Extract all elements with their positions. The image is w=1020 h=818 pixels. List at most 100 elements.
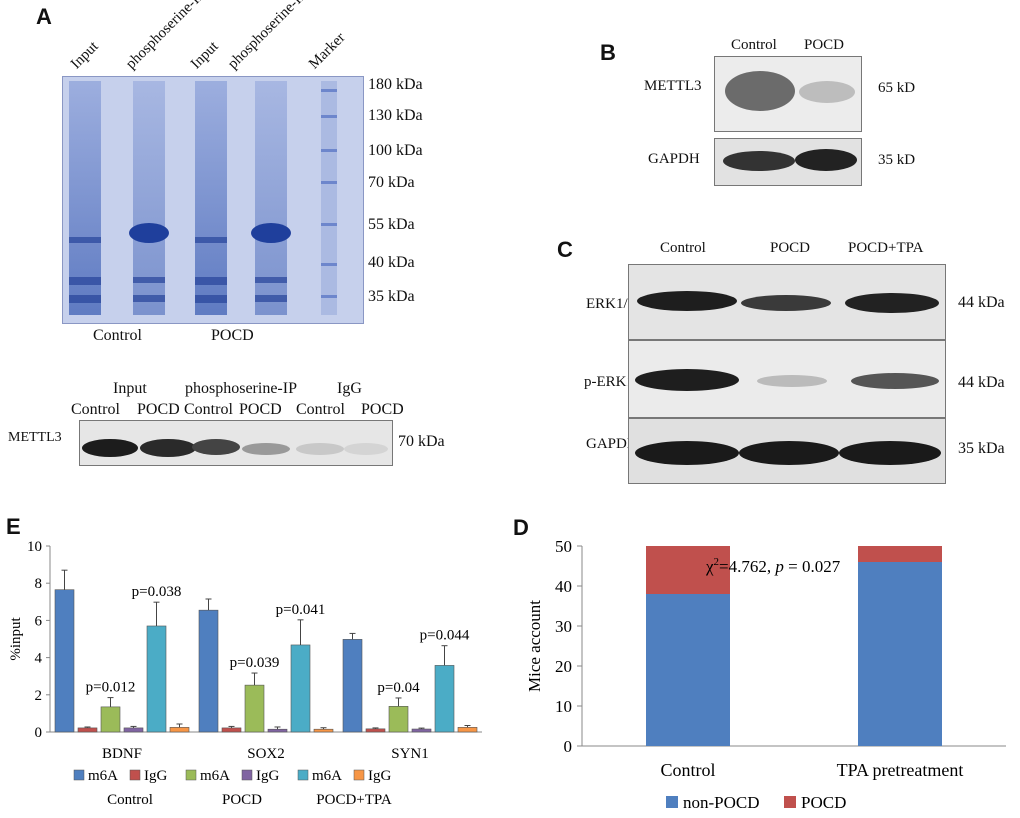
gel-marker-label: 70 kDa [368, 174, 415, 191]
y-tick-label: 10 [27, 539, 42, 555]
bar [244, 684, 265, 733]
panel-c-letter: C [557, 237, 573, 262]
gel-marker-label: 55 kDa [368, 216, 415, 233]
y-tick-label: 50 [555, 537, 572, 556]
b-blot-mettl3 [714, 56, 862, 132]
blot-band [839, 441, 941, 465]
x-tick-label: SOX2 [247, 746, 285, 762]
bar [365, 728, 386, 733]
c-col-label: POCD+TPA [848, 240, 924, 256]
b-col-label: POCD [804, 37, 845, 53]
chi-value: =4.762, [719, 557, 775, 576]
blot-band [637, 291, 737, 311]
p-value: = 0.027 [784, 557, 841, 576]
blot-band [845, 293, 939, 313]
legend-swatch [297, 769, 309, 781]
legend-label: m6A [200, 768, 230, 784]
y-tick-label: 40 [555, 577, 572, 596]
bar [313, 728, 334, 733]
x-tick-label: TPA pretreatment [837, 760, 964, 780]
bar [267, 728, 288, 733]
legend-swatch [185, 769, 197, 781]
c-col-label: Control [660, 240, 706, 256]
bar [434, 665, 455, 733]
coomassie-gel [62, 76, 364, 324]
blot-band [723, 151, 795, 171]
y-tick-label: 8 [35, 576, 43, 592]
gel-marker-label: 40 kDa [368, 254, 415, 271]
blot-band [192, 439, 240, 455]
legend-label: m6A [312, 768, 342, 784]
c-col-label: POCD [770, 240, 811, 256]
ip-row-label: METTL3 [8, 430, 62, 445]
ip-sub-label: POCD [137, 401, 180, 418]
c-blot-gapdh [628, 418, 946, 484]
legend-label: m6A [88, 768, 118, 784]
y-axis-label: Mice account [525, 600, 544, 692]
bar [100, 706, 121, 733]
bar [77, 727, 98, 733]
y-tick-label: 30 [555, 617, 572, 636]
legend-label: IgG [144, 768, 167, 784]
bar [169, 727, 190, 733]
panel-e-letter: E [6, 514, 21, 539]
blot-band [795, 149, 857, 171]
gel-lane-label: phosphoserine-IP [224, 0, 311, 73]
y-tick-label: 10 [555, 697, 572, 716]
c-size-label: 44 kDa [958, 374, 1005, 391]
legend-group-label: Control [107, 792, 153, 808]
c-row-label: GAPDH [586, 436, 638, 452]
bar [198, 609, 219, 733]
p-value-annotation: p=0.044 [420, 628, 470, 644]
ip-size-label: 70 kDa [398, 433, 445, 450]
p-value-annotation: p=0.012 [86, 680, 136, 696]
legend-label: non-POCD [683, 793, 760, 812]
chi-superscript: 2 [714, 556, 720, 568]
x-tick-label: SYN1 [391, 746, 429, 762]
ip-sub-label: Control [71, 401, 120, 418]
chi-square-annotation: χ2=4.762, p = 0.027 [705, 556, 841, 576]
blot-band [741, 295, 831, 311]
legend-swatch [353, 769, 365, 781]
legend-label: IgG [256, 768, 279, 784]
p-value-annotation: p=0.04 [377, 680, 420, 696]
x-tick-label: BDNF [102, 746, 142, 762]
legend-swatch [666, 796, 678, 808]
chart-e: 0 2 4 6 8 10 %input BDNF SOX2 SYN1 p=0.012 p=0.038 p… [8, 539, 482, 808]
y-axis-label: %input [8, 617, 24, 661]
blot-band [725, 71, 795, 111]
c-size-label: 44 kDa [958, 294, 1005, 311]
ip-sub-label: Control [184, 401, 233, 418]
y-tick-label: 0 [564, 737, 573, 756]
legend-label: IgG [368, 768, 391, 784]
blot-band [739, 441, 839, 465]
b-size-label: 65 kD [878, 80, 916, 96]
ip-top-label: phosphoserine-IP [185, 380, 297, 397]
gel-lane-label: Input [187, 38, 222, 73]
b-row-label: GAPDH [648, 151, 700, 167]
bar [54, 589, 75, 733]
ip-sub-label: POCD [361, 401, 404, 418]
chart-d: 0 10 20 30 40 50 Mice account Control TPA pretre… [525, 537, 1006, 812]
gel-marker-label: 180 kDa [368, 76, 423, 93]
ip-blot-strip [79, 420, 393, 466]
b-blot-gapdh [714, 138, 862, 186]
x-tick-label: Control [660, 760, 715, 780]
chi-symbol: χ [705, 557, 714, 576]
blot-band [140, 439, 196, 457]
p-value-annotation: p=0.039 [230, 655, 280, 671]
b-size-label: 35 kD [878, 152, 916, 168]
stacked-bar-segment [646, 546, 730, 594]
gel-lane-label: Input [67, 38, 102, 73]
legend-label: POCD [801, 793, 846, 812]
ip-top-label: IgG [337, 380, 362, 397]
blot-band [296, 443, 344, 455]
stacked-bar-segment [858, 562, 942, 746]
bar [123, 727, 144, 733]
legend-group-label: POCD+TPA [316, 792, 392, 808]
stacked-bar-segment [646, 594, 730, 746]
blot-band [344, 443, 388, 455]
ip-sub-label: Control [296, 401, 345, 418]
panel-b-letter: B [600, 40, 616, 65]
blot-band [757, 375, 827, 387]
